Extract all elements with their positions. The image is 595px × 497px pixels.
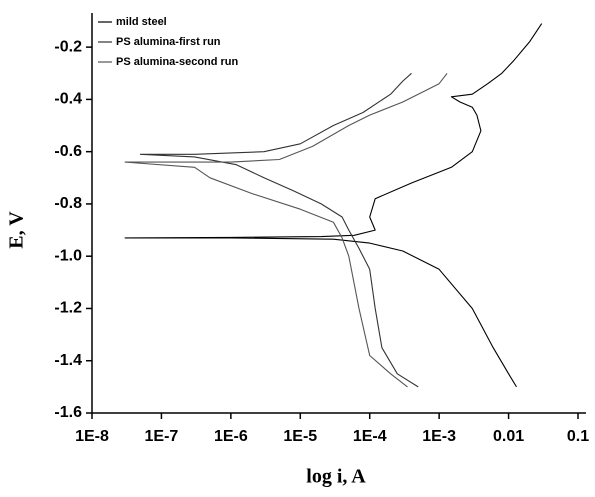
legend-label: mild steel — [116, 16, 167, 28]
series-line — [124, 72, 448, 388]
legend-label: PS alumina-first run — [116, 36, 221, 48]
y-axis-label: E, V — [6, 211, 28, 249]
x-tick-label: 0.1 — [567, 428, 589, 445]
x-tick-label: 1E-7 — [145, 428, 179, 445]
y-tick-label: -1.6 — [54, 404, 82, 421]
series-line — [124, 23, 543, 388]
x-tick-label: 1E-5 — [283, 428, 317, 445]
x-tick-label: 1E-4 — [353, 428, 387, 445]
x-tick-label: 1E-6 — [214, 428, 248, 445]
y-tick-label: -1.4 — [54, 352, 82, 369]
y-tick-label: -0.4 — [54, 91, 82, 108]
y-tick-label: -0.2 — [54, 38, 82, 55]
x-tick-label: 0.01 — [493, 428, 524, 445]
series-line — [139, 72, 419, 388]
y-tick-label: -0.6 — [54, 143, 82, 160]
x-tick-label: 1E-8 — [75, 428, 109, 445]
y-tick-label: -0.8 — [54, 195, 82, 212]
y-tick-label: -1.0 — [54, 247, 82, 264]
x-axis-label: log i, A — [306, 466, 366, 488]
y-tick-label: -1.2 — [54, 300, 82, 317]
x-tick-label: 1E-3 — [422, 428, 456, 445]
legend-label: PS alumina-second run — [116, 56, 239, 68]
